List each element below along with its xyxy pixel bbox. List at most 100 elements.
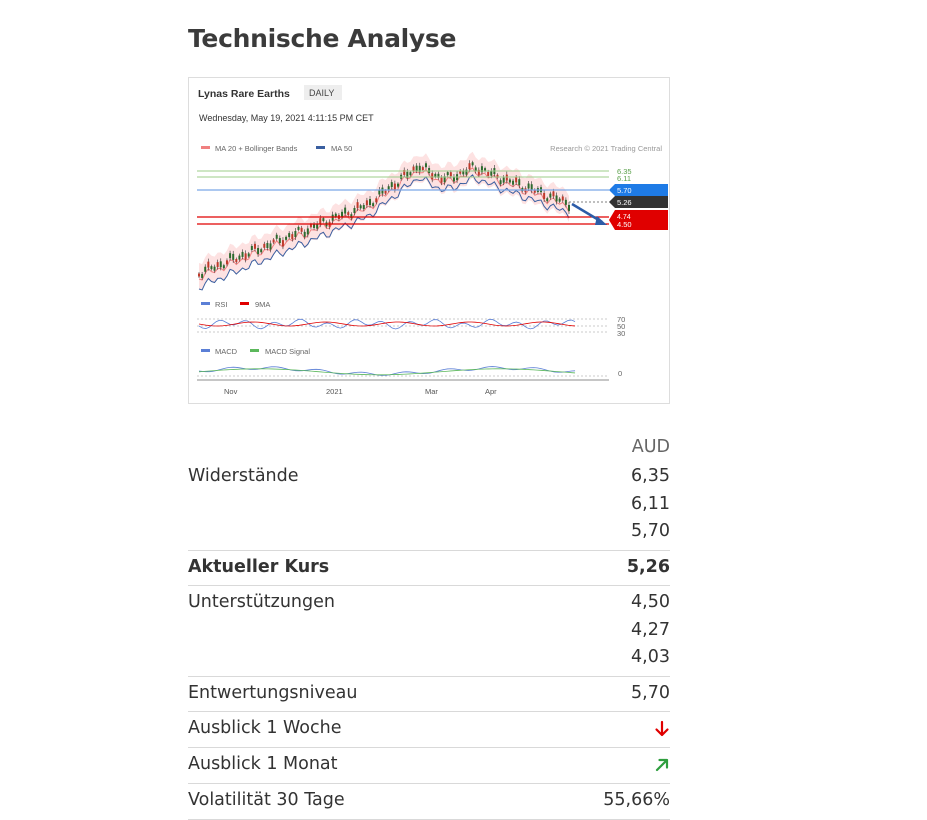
rsi-legend: RSI: [215, 300, 228, 309]
candle-body: [568, 204, 570, 211]
candle-body: [508, 179, 511, 183]
candle-body: [552, 191, 555, 197]
supports-label: Unterstützungen: [188, 592, 335, 612]
candle-body: [281, 240, 284, 247]
ma50-line: [198, 174, 570, 291]
candle-body: [322, 218, 325, 222]
tag-s2: 4.50: [617, 220, 632, 229]
currency-label: AUD: [631, 437, 670, 457]
candle-body: [365, 200, 368, 206]
candle-body: [350, 214, 353, 219]
current-price-value: 5,26: [626, 556, 670, 577]
candle-body: [347, 212, 350, 216]
candle-body: [353, 207, 356, 213]
candle-body: [269, 243, 272, 250]
candle-body: [527, 183, 530, 189]
candle-body: [219, 261, 222, 268]
candle-body: [393, 183, 396, 190]
candle-body: [213, 266, 216, 271]
candle-body: [564, 199, 567, 205]
tag-s1: 4.74: [617, 214, 631, 221]
rsi-ma-line: [198, 321, 576, 327]
candle-body: [344, 207, 347, 214]
candle-body: [257, 248, 260, 255]
candle-body: [210, 266, 213, 270]
macd-legend-swatch: [201, 349, 210, 352]
candle-body: [471, 162, 474, 166]
support-value-3: 4,03: [631, 647, 670, 667]
candle-body: [288, 233, 291, 238]
ma50-legend: MA 50: [331, 144, 352, 153]
support-value-2: 4,27: [631, 619, 670, 640]
candle-body: [462, 170, 465, 175]
candle-body: [356, 202, 359, 209]
candle-body: [266, 243, 269, 249]
candle-body: [232, 253, 235, 260]
resistance-value-1: 6,35: [631, 466, 670, 486]
outlook-week-row: Ausblick 1 Woche: [188, 712, 670, 748]
candle-body: [291, 234, 294, 240]
candle-body: [390, 182, 393, 188]
candle-body: [543, 193, 546, 200]
candle-body: [505, 174, 508, 181]
candle-body: [331, 214, 334, 221]
tag-r3: 5.70: [617, 186, 632, 195]
candle-body: [253, 243, 256, 249]
candle-body: [341, 211, 344, 217]
candle-body: [207, 261, 210, 268]
candle-body: [515, 177, 518, 183]
candle-body: [424, 163, 427, 168]
tag-current: 5.26: [617, 198, 632, 207]
candle-body: [431, 173, 434, 180]
analysis-table: AUD Widerstände 6,35 6,11 5,70 Aktueller…: [188, 434, 670, 820]
ma20-legend-swatch: [201, 146, 210, 149]
candle-body: [396, 183, 399, 187]
candle-body: [415, 165, 418, 171]
candle-body: [412, 166, 415, 171]
candle-body: [229, 253, 232, 259]
candle-body: [378, 189, 381, 195]
candle-body: [480, 166, 483, 173]
candle-body: [406, 171, 409, 178]
chart-copyright: Research © 2021 Trading Central: [550, 144, 662, 153]
candle-body: [465, 169, 468, 175]
candle-body: [247, 253, 250, 257]
volatility-value: 55,66%: [603, 790, 670, 810]
candle-body: [375, 198, 378, 203]
ma20-legend: MA 20 + Bollinger Bands: [215, 144, 298, 153]
macd-signal-legend-swatch: [250, 349, 259, 352]
outlook-month-label: Ausblick 1 Monat: [188, 754, 338, 774]
candle-body: [300, 227, 303, 232]
candle-body: [275, 234, 278, 239]
candle-body: [238, 255, 241, 260]
resistances-row: Widerstände 6,35 6,11 5,70: [188, 460, 670, 551]
candle-body: [278, 238, 281, 244]
rsi-plot: [198, 318, 576, 330]
candle-body: [474, 167, 477, 172]
x-label-2021: 2021: [326, 387, 343, 396]
resistance-value-2: 6,11: [631, 493, 670, 514]
candle-body: [443, 176, 446, 183]
candle-body: [313, 223, 316, 228]
candle-body: [437, 173, 440, 178]
rsi-70-label: 70: [617, 315, 625, 324]
rsi-line: [198, 318, 576, 330]
candle-body: [319, 218, 322, 225]
supports-values: 4,50 4,27 4,03: [631, 589, 670, 672]
rsi-50-label: 50: [617, 322, 625, 331]
candle-body: [434, 173, 437, 177]
arrow-up-right-icon: [655, 758, 669, 772]
candle-body: [487, 171, 490, 176]
candle-body: [496, 174, 499, 178]
daily-badge-bg: [304, 85, 342, 100]
candle-body: [369, 198, 372, 205]
candle-body: [499, 180, 502, 185]
candle-body: [403, 169, 406, 175]
rsi-legend-swatch: [201, 302, 210, 305]
candle-body: [533, 189, 536, 193]
candle-body: [285, 236, 288, 240]
candle-body: [549, 193, 552, 198]
tag-r3-bg: [609, 184, 668, 196]
candle-body: [222, 265, 225, 269]
arrow-down-icon: [655, 720, 669, 737]
